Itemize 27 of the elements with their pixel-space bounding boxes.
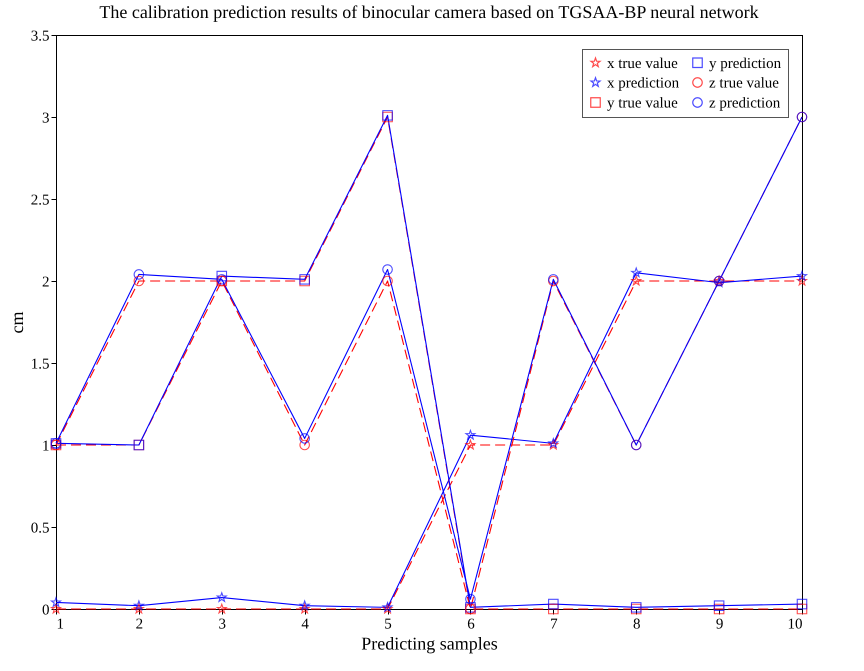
y-tick-label: 3 <box>42 110 50 126</box>
y-tick-label: 2 <box>42 274 50 290</box>
y-tick-label: 0 <box>42 602 50 618</box>
x-tick-label: 7 <box>550 616 558 632</box>
x-tick-label: 5 <box>384 616 392 632</box>
y-tick-label: 1 <box>42 438 50 454</box>
legend-label: z true value <box>709 76 780 92</box>
y-tick-label: 0.5 <box>30 520 50 536</box>
x-tick-label: 1 <box>56 616 64 632</box>
x-tick-label: 3 <box>218 616 226 632</box>
legend-label: y true value <box>607 96 678 112</box>
x-axis-title: Predicting samples <box>361 634 498 654</box>
y-tick-label: 2.5 <box>30 192 50 208</box>
legend-label: x true value <box>607 56 678 72</box>
legend-label: y prediction <box>709 56 782 72</box>
x-tick-label: 9 <box>716 616 724 632</box>
x-tick-label: 6 <box>467 616 476 632</box>
x-tick-label: 8 <box>632 616 640 632</box>
chart-title: The calibration prediction results of binocular camera based on TGSAA-BP neural network <box>99 2 759 22</box>
y-tick-label: 3.5 <box>30 28 50 44</box>
y-axis-title: cm <box>6 312 27 334</box>
x-tick-label: 2 <box>136 616 144 632</box>
legend-label: x prediction <box>607 76 680 92</box>
x-tick-label: 10 <box>788 616 802 632</box>
y-tick-label: 1.5 <box>30 356 50 372</box>
x-tick-label: 4 <box>301 616 310 632</box>
legend-label: z prediction <box>709 96 781 112</box>
